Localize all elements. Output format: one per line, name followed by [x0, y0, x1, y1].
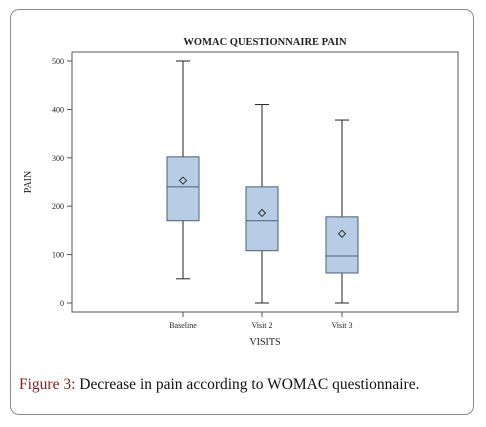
- x-axis: Baseline Visit 2 Visit 3: [169, 312, 353, 330]
- caption-text: Decrease in pain according to WOMAC ques…: [75, 376, 420, 393]
- box-3: [325, 119, 359, 304]
- chart-title: WOMAC QUESTIONNAIRE PAIN: [183, 37, 347, 48]
- plot-area: [71, 51, 459, 313]
- box-2: [245, 104, 279, 304]
- mean-marker: [337, 229, 347, 238]
- y-tick-label: 300: [52, 154, 64, 163]
- y-tick-label: 500: [52, 57, 64, 66]
- caption-label: Figure 3:: [19, 376, 76, 393]
- y-axis-label: PAIN: [23, 171, 34, 193]
- y-tick-label: 100: [52, 251, 64, 260]
- figure-frame: [10, 9, 474, 415]
- mean-marker: [178, 176, 188, 185]
- box-series: [166, 60, 359, 304]
- y-axis: 0 100 200 300 400 500: [52, 57, 72, 308]
- iqr-box: [166, 156, 200, 222]
- x-tick-label: Baseline: [169, 321, 197, 330]
- box-plot-chart: WOMAC QUESTIONNAIRE PAIN VISITS PAIN 0 10…: [23, 37, 459, 348]
- y-tick-label: 200: [52, 202, 64, 211]
- mean-marker: [257, 208, 267, 218]
- x-tick-label: Visit 3: [331, 321, 352, 330]
- iqr-box: [325, 216, 359, 274]
- box-1: [166, 60, 200, 280]
- y-tick-label: 0: [60, 299, 64, 308]
- x-tick-label: Visit 2: [251, 321, 272, 330]
- y-tick-label: 400: [52, 105, 64, 114]
- iqr-box: [245, 186, 279, 252]
- figure-caption: Figure 3: Decrease in pain according to …: [19, 376, 469, 394]
- x-axis-label: VISITS: [249, 337, 280, 348]
